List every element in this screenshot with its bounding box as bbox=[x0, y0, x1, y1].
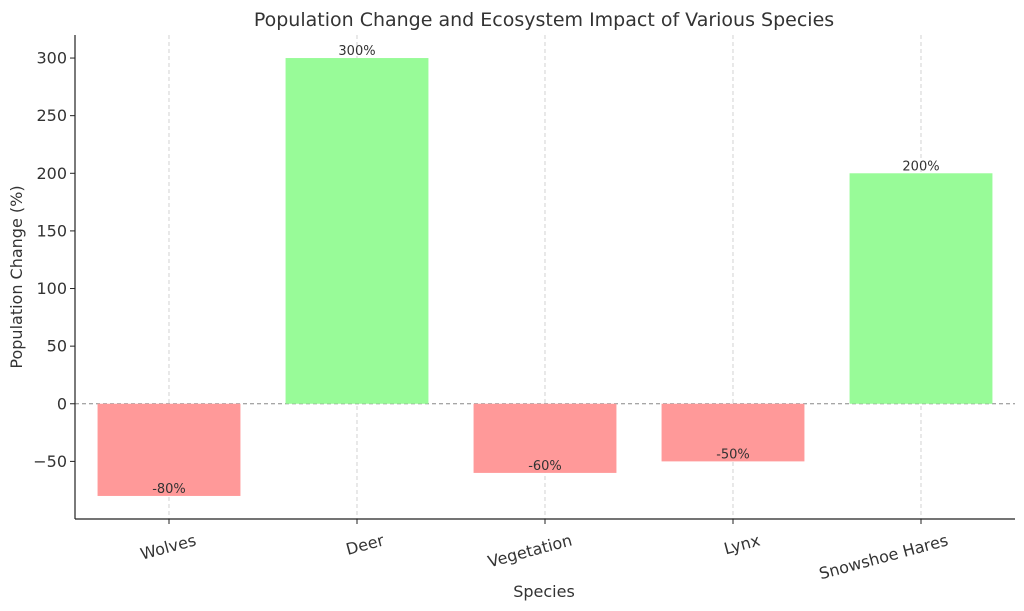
x-tick-label: Vegetation bbox=[486, 531, 574, 572]
bar-snowshoe-hares bbox=[849, 173, 993, 404]
y-ticks: −50 0 50 100 150 200 250 300 bbox=[33, 49, 75, 471]
data-label: -60% bbox=[528, 459, 562, 474]
y-tick-label: 0 bbox=[57, 394, 67, 413]
data-labels: -80% 300% -60% -50% 200% bbox=[152, 44, 939, 497]
data-label: 200% bbox=[902, 159, 939, 174]
y-tick-label: 300 bbox=[36, 49, 67, 68]
bar-lynx bbox=[661, 403, 805, 462]
x-ticks: Wolves Deer Vegetation Lynx Snowshoe Hares bbox=[138, 519, 950, 583]
data-label: -80% bbox=[152, 482, 186, 497]
bar-deer bbox=[285, 58, 429, 404]
y-axis-label: Population Change (%) bbox=[7, 185, 26, 368]
data-label: -50% bbox=[716, 447, 750, 462]
bar-vegetation bbox=[473, 403, 617, 473]
y-tick-label: −50 bbox=[33, 452, 67, 471]
data-label: 300% bbox=[338, 44, 375, 59]
y-tick-label: 250 bbox=[36, 106, 67, 125]
x-tick-label: Snowshoe Hares bbox=[817, 531, 950, 584]
bars bbox=[97, 58, 993, 496]
x-tick-label: Wolves bbox=[138, 531, 198, 564]
x-axis-label: Species bbox=[513, 582, 575, 601]
chart-title: Population Change and Ecosystem Impact o… bbox=[254, 9, 834, 31]
y-tick-label: 50 bbox=[47, 337, 67, 356]
y-tick-label: 100 bbox=[36, 279, 67, 298]
y-tick-label: 200 bbox=[36, 164, 67, 183]
x-tick-label: Lynx bbox=[722, 531, 762, 559]
y-tick-label: 150 bbox=[36, 221, 67, 240]
bar-wolves bbox=[97, 403, 241, 496]
x-tick-label: Deer bbox=[344, 530, 387, 558]
